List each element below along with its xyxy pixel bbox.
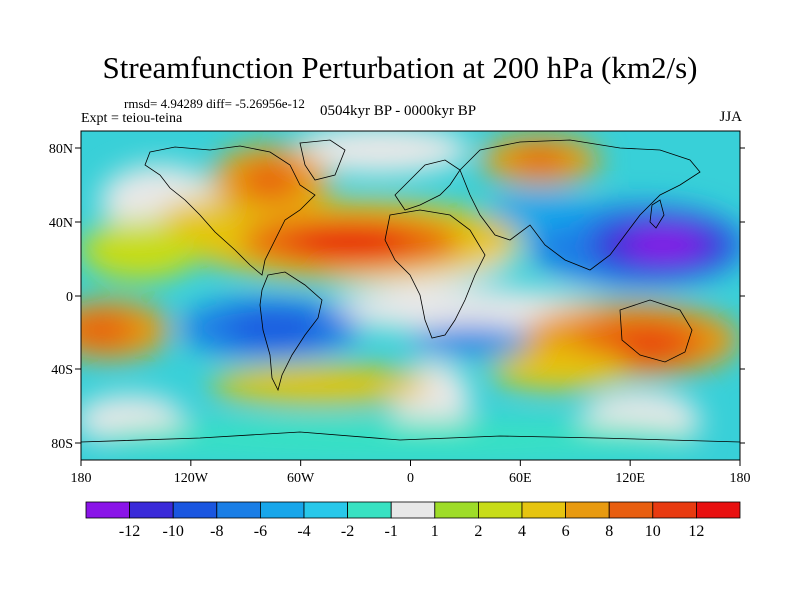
north-america-outline	[144, 145, 316, 276]
colorbar-box	[521, 501, 566, 519]
colorbar-box	[129, 501, 174, 519]
lat-tick-label: 40N	[49, 216, 73, 231]
colorbar-label: -10	[163, 523, 184, 540]
africa-outline	[384, 209, 486, 339]
lon-tick-label: 60E	[509, 471, 532, 486]
colorbar-label: 2	[474, 523, 482, 540]
colorbar: -12 -10 -8 -6 -4 -2 -1 1 2 4 6 8 10 12	[85, 501, 741, 540]
colorbar-label: -2	[341, 523, 354, 540]
colorbar-label: 8	[605, 523, 613, 540]
lon-tick-label: 0	[407, 471, 414, 486]
south-america-outline	[259, 271, 323, 392]
colorbar-box	[565, 501, 610, 519]
colorbar-box	[434, 501, 479, 519]
japan-outline	[649, 199, 665, 229]
lon-tick-label: 60W	[287, 471, 315, 486]
colorbar-label: 10	[645, 523, 661, 540]
colorbar-box	[303, 501, 348, 519]
map-title: Streamfunction Perturbation at 200 hPa (…	[102, 50, 698, 85]
colorbar-label: 12	[688, 523, 704, 540]
map-axes: 80N 40N 0 40S 80S 180 120W 60W 0 60E 120E 180	[49, 142, 751, 486]
colorbar-box	[390, 501, 436, 519]
colorbar-label: -8	[210, 523, 223, 540]
colorbar-box	[172, 501, 218, 519]
colorbar-label: 6	[562, 523, 570, 540]
colorbar-box	[216, 501, 261, 519]
colorbar-box	[347, 501, 392, 519]
colorbar-box	[696, 501, 741, 519]
lon-tick-label: 120E	[615, 471, 645, 486]
lon-tick-label: 180	[71, 471, 92, 486]
period-label: 0504kyr BP - 0000kyr BP	[320, 103, 477, 119]
colorbar-box	[85, 501, 130, 519]
greenland-outline	[299, 139, 346, 181]
lat-tick-label: 80S	[51, 437, 73, 452]
lat-tick-label: 0	[66, 290, 73, 305]
lat-tick-label: 40S	[51, 363, 73, 378]
colorbar-box	[652, 501, 697, 519]
lat-tick-label: 80N	[49, 142, 73, 157]
lon-tick-label: 180	[730, 471, 751, 486]
antarctica-outline	[81, 431, 740, 443]
contour-field	[81, 131, 740, 460]
europe-outline	[394, 159, 461, 211]
colorbar-label: 1	[431, 523, 439, 540]
asia-outline	[459, 139, 701, 271]
colorbar-label: 4	[518, 523, 526, 540]
colorbar-label: -12	[119, 523, 140, 540]
colorbar-box	[477, 501, 523, 519]
statistics-label: rmsd= 4.94289 diff= -5.26956e-12	[124, 96, 305, 111]
australia-outline	[619, 299, 693, 363]
colorbar-box	[608, 501, 654, 519]
lon-tick-label: 120W	[174, 471, 209, 486]
colorbar-label: -6	[254, 523, 267, 540]
season-label: JJA	[719, 109, 742, 125]
colorbar-label: -1	[385, 523, 398, 540]
experiment-label: Expt = teiou-teina	[81, 111, 183, 126]
coastlines	[81, 139, 740, 443]
colorbar-label: -4	[297, 523, 310, 540]
colorbar-box	[259, 501, 305, 519]
